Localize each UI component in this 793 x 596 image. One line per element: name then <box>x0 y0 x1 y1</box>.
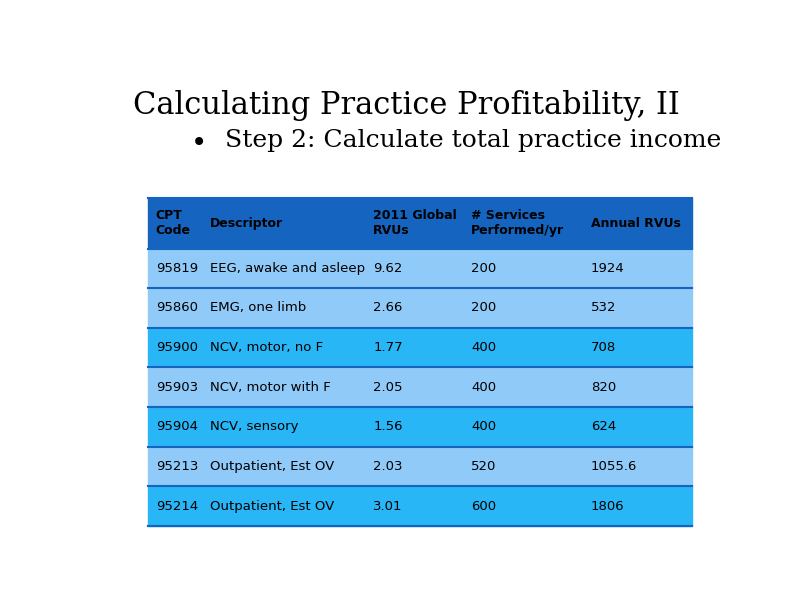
Text: 95214: 95214 <box>155 499 198 513</box>
Text: 95213: 95213 <box>155 460 198 473</box>
Text: •: • <box>190 129 207 157</box>
Text: 400: 400 <box>471 381 496 394</box>
Text: 1.56: 1.56 <box>374 420 403 433</box>
Text: 95903: 95903 <box>155 381 197 394</box>
Text: 600: 600 <box>471 499 496 513</box>
Text: # Services
Performed/yr: # Services Performed/yr <box>471 209 565 237</box>
Text: NCV, sensory: NCV, sensory <box>210 420 298 433</box>
Bar <box>148 249 692 288</box>
Text: Outpatient, Est OV: Outpatient, Est OV <box>210 460 335 473</box>
Bar <box>148 407 692 446</box>
Text: 2011 Global
RVUs: 2011 Global RVUs <box>374 209 457 237</box>
Text: Calculating Practice Profitability, II: Calculating Practice Profitability, II <box>133 90 680 121</box>
Bar <box>148 486 692 526</box>
Text: Descriptor: Descriptor <box>210 217 283 229</box>
Text: 3.01: 3.01 <box>374 499 403 513</box>
Bar <box>148 446 692 486</box>
Text: 520: 520 <box>471 460 496 473</box>
Text: 532: 532 <box>591 302 616 315</box>
Text: Annual RVUs: Annual RVUs <box>591 217 680 229</box>
Text: 2.05: 2.05 <box>374 381 403 394</box>
Text: 2.66: 2.66 <box>374 302 403 315</box>
Text: 1806: 1806 <box>591 499 624 513</box>
Text: NCV, motor, no F: NCV, motor, no F <box>210 341 324 354</box>
Text: 400: 400 <box>471 341 496 354</box>
Text: EEG, awake and asleep: EEG, awake and asleep <box>210 262 366 275</box>
Text: 1.77: 1.77 <box>374 341 403 354</box>
Text: Outpatient, Est OV: Outpatient, Est OV <box>210 499 335 513</box>
Text: 200: 200 <box>471 302 496 315</box>
Text: 9.62: 9.62 <box>374 262 403 275</box>
Text: 95904: 95904 <box>155 420 197 433</box>
Bar <box>148 367 692 407</box>
Text: 400: 400 <box>471 420 496 433</box>
Bar <box>148 288 692 328</box>
Text: EMG, one limb: EMG, one limb <box>210 302 306 315</box>
Text: 95860: 95860 <box>155 302 197 315</box>
Bar <box>148 328 692 367</box>
Text: 95900: 95900 <box>155 341 197 354</box>
Text: 1924: 1924 <box>591 262 625 275</box>
Text: Step 2: Calculate total practice income: Step 2: Calculate total practice income <box>225 129 722 152</box>
Text: 624: 624 <box>591 420 616 433</box>
Text: 200: 200 <box>471 262 496 275</box>
Text: 820: 820 <box>591 381 616 394</box>
Text: 708: 708 <box>591 341 616 354</box>
Text: 1055.6: 1055.6 <box>591 460 637 473</box>
Text: NCV, motor with F: NCV, motor with F <box>210 381 331 394</box>
Text: 95819: 95819 <box>155 262 197 275</box>
Text: 2.03: 2.03 <box>374 460 403 473</box>
Text: CPT
Code: CPT Code <box>155 209 190 237</box>
